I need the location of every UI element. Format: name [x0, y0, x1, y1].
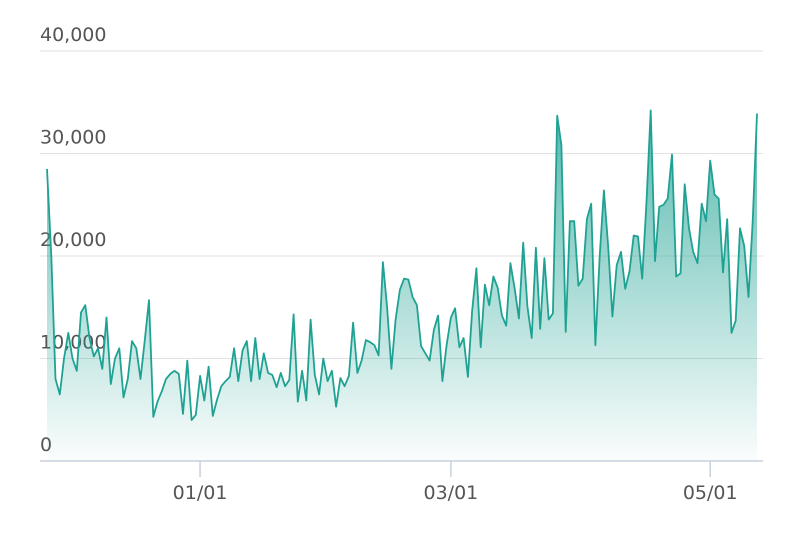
y-tick-label: 30,000	[40, 127, 106, 149]
line	[46, 109, 758, 421]
x-tick-label: 01/01	[173, 482, 228, 504]
y-tick-label: 20,000	[40, 229, 106, 251]
x-tick-label: 03/01	[424, 482, 479, 504]
y-tick-label: 40,000	[40, 24, 106, 46]
x-tick-label: 05/01	[683, 482, 738, 504]
